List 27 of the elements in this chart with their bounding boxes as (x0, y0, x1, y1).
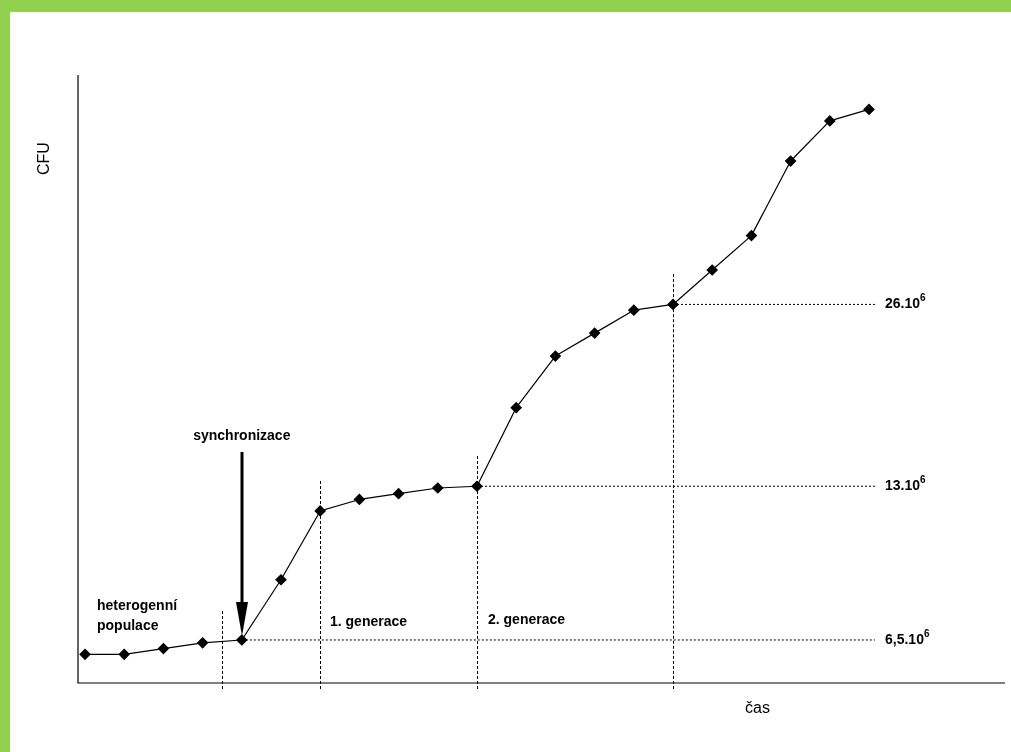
point (863, 103, 875, 116)
point (236, 634, 248, 646)
point (510, 402, 522, 414)
point (118, 648, 130, 660)
point (745, 230, 757, 242)
point (667, 298, 679, 311)
point (314, 505, 326, 517)
annotation: synchronizace (193, 426, 291, 443)
point (785, 155, 797, 167)
annotation: 2. generace (488, 611, 566, 627)
point (79, 648, 91, 660)
point (353, 493, 365, 506)
x-axis-title: čas (745, 699, 770, 716)
point (628, 304, 640, 316)
annotation: 1. generace (330, 613, 408, 629)
point (471, 480, 483, 492)
point (706, 264, 718, 276)
point (589, 327, 601, 339)
point (432, 482, 444, 494)
y-axis-title: CFU (35, 142, 52, 175)
point (393, 488, 405, 500)
point (549, 350, 561, 362)
point (824, 115, 836, 127)
point (157, 642, 169, 655)
point (197, 637, 209, 649)
point (275, 574, 287, 586)
annotation: heterogenní populace (97, 597, 179, 633)
